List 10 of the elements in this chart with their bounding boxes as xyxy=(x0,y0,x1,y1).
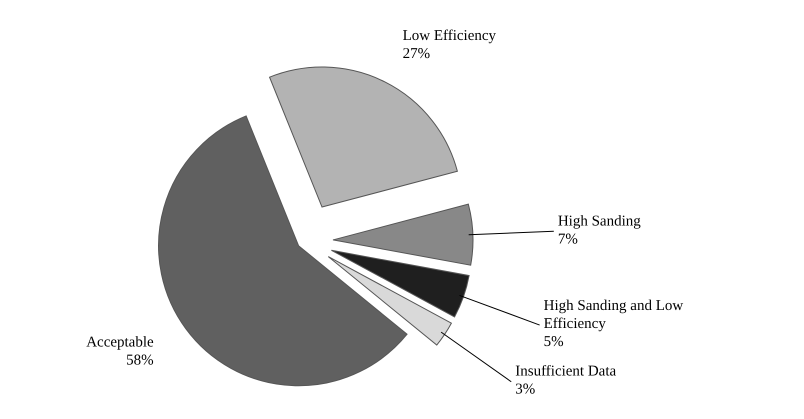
slice-label: Acceptable xyxy=(86,335,154,351)
data-label: 3% xyxy=(515,382,536,398)
slice-label: Insufficient Data xyxy=(515,364,617,380)
data-label: 58% xyxy=(126,353,154,369)
slice-label: High Sanding and Low Efficiency xyxy=(544,298,684,332)
data-label: 27% xyxy=(402,46,430,63)
data-label: 7% xyxy=(558,232,578,248)
slice-label: Low Efficiency xyxy=(402,28,497,45)
slice-label: High Sanding xyxy=(558,214,642,230)
data-label: 5% xyxy=(544,334,564,350)
